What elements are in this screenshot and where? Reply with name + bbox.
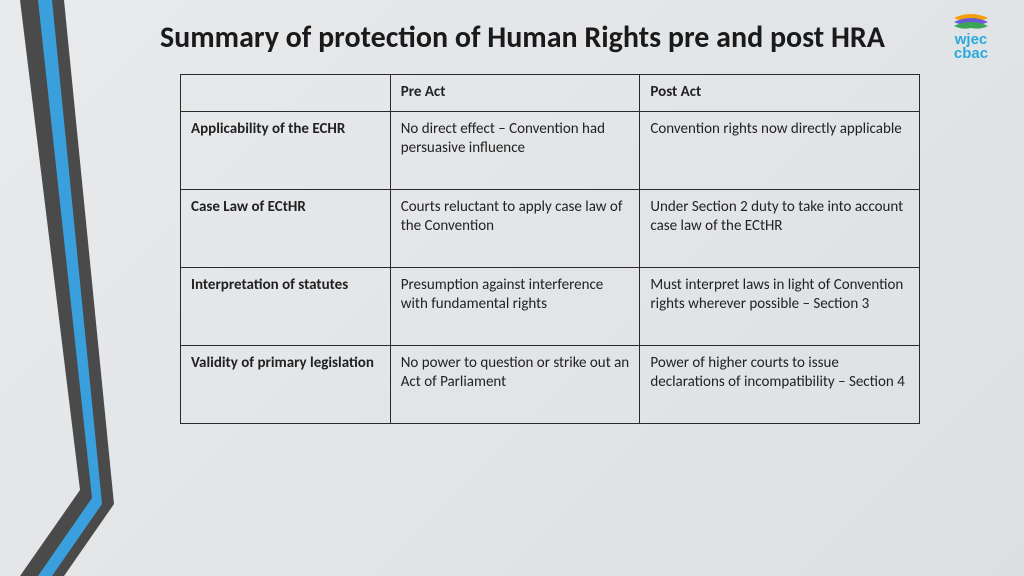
- table-header-blank: [181, 75, 391, 112]
- row-label: Validity of primary legislation: [181, 345, 391, 423]
- table-row: Interpretation of statutes Presumption a…: [181, 267, 920, 345]
- table-row: Case Law of ECtHR Courts reluctant to ap…: [181, 189, 920, 267]
- cell-pre: Courts reluctant to apply case law of th…: [390, 189, 640, 267]
- row-label: Applicability of the ECHR: [181, 111, 391, 189]
- comparison-table: Pre Act Post Act Applicability of the EC…: [180, 74, 920, 424]
- table-row: Validity of primary legislation No power…: [181, 345, 920, 423]
- cell-post: Power of higher courts to issue declarat…: [640, 345, 920, 423]
- table-header-pre: Pre Act: [390, 75, 640, 112]
- row-label: Case Law of ECtHR: [181, 189, 391, 267]
- chevron-decoration: [0, 0, 140, 576]
- cell-post: Convention rights now directly applicabl…: [640, 111, 920, 189]
- cell-pre: No power to question or strike out an Ac…: [390, 345, 640, 423]
- slide-title: Summary of protection of Human Rights pr…: [160, 20, 994, 56]
- cell-pre: Presumption against interference with fu…: [390, 267, 640, 345]
- cell-post: Under Section 2 duty to take into accoun…: [640, 189, 920, 267]
- table-row: Applicability of the ECHR No direct effe…: [181, 111, 920, 189]
- cell-post: Must interpret laws in light of Conventi…: [640, 267, 920, 345]
- row-label: Interpretation of statutes: [181, 267, 391, 345]
- cell-pre: No direct effect – Convention had persua…: [390, 111, 640, 189]
- table-header-post: Post Act: [640, 75, 920, 112]
